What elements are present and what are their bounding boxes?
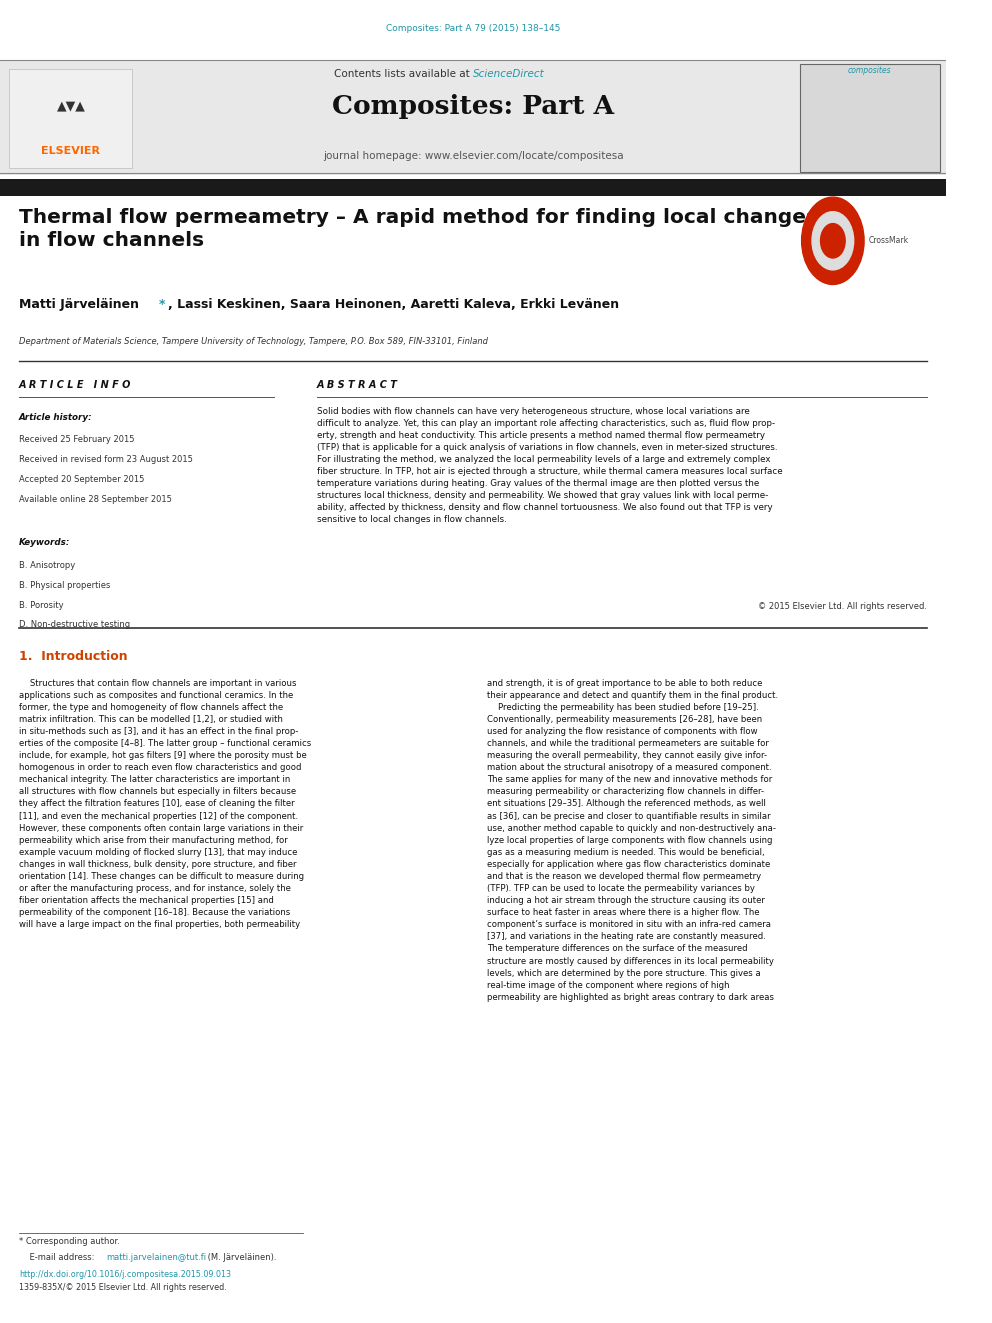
Text: * Corresponding author.: * Corresponding author. bbox=[19, 1237, 120, 1246]
Text: Structures that contain flow channels are important in various
applications such: Structures that contain flow channels ar… bbox=[19, 679, 311, 929]
Circle shape bbox=[802, 197, 864, 284]
Text: E-mail address:: E-mail address: bbox=[19, 1253, 97, 1262]
Text: Thermal flow permeametry – A rapid method for finding local changes
in flow chan: Thermal flow permeametry – A rapid metho… bbox=[19, 208, 818, 250]
Text: B. Anisotropy: B. Anisotropy bbox=[19, 561, 75, 570]
Text: B. Physical properties: B. Physical properties bbox=[19, 581, 110, 590]
Text: matti.jarvelainen@tut.fi: matti.jarvelainen@tut.fi bbox=[106, 1253, 206, 1262]
Text: Department of Materials Science, Tampere University of Technology, Tampere, P.O.: Department of Materials Science, Tampere… bbox=[19, 337, 488, 347]
Text: Accepted 20 September 2015: Accepted 20 September 2015 bbox=[19, 475, 144, 484]
Text: ELSEVIER: ELSEVIER bbox=[42, 146, 100, 156]
Text: © 2015 Elsevier Ltd. All rights reserved.: © 2015 Elsevier Ltd. All rights reserved… bbox=[759, 602, 928, 611]
Text: Matti Järveläinen: Matti Järveläinen bbox=[19, 298, 139, 311]
Text: , Lassi Keskinen, Saara Heinonen, Aaretti Kaleva, Erkki Levänen: , Lassi Keskinen, Saara Heinonen, Aarett… bbox=[169, 298, 620, 311]
FancyBboxPatch shape bbox=[0, 179, 946, 196]
Text: 1359-835X/© 2015 Elsevier Ltd. All rights reserved.: 1359-835X/© 2015 Elsevier Ltd. All right… bbox=[19, 1283, 227, 1293]
Text: http://dx.doi.org/10.1016/j.compositesa.2015.09.013: http://dx.doi.org/10.1016/j.compositesa.… bbox=[19, 1270, 231, 1279]
Text: *: * bbox=[159, 298, 166, 311]
FancyBboxPatch shape bbox=[800, 64, 939, 172]
Text: journal homepage: www.elsevier.com/locate/compositesa: journal homepage: www.elsevier.com/locat… bbox=[323, 151, 624, 161]
FancyBboxPatch shape bbox=[0, 60, 946, 175]
Text: CrossMark: CrossMark bbox=[869, 237, 909, 245]
Text: D. Non-destructive testing: D. Non-destructive testing bbox=[19, 620, 130, 630]
Text: Contents lists available at: Contents lists available at bbox=[334, 69, 473, 79]
Text: Composites: Part A: Composites: Part A bbox=[332, 94, 614, 119]
Text: B. Porosity: B. Porosity bbox=[19, 601, 63, 610]
Text: ▲▼▲: ▲▼▲ bbox=[57, 99, 85, 112]
Text: Keywords:: Keywords: bbox=[19, 538, 70, 548]
Text: Received in revised form 23 August 2015: Received in revised form 23 August 2015 bbox=[19, 455, 192, 464]
Text: 1.  Introduction: 1. Introduction bbox=[19, 650, 128, 663]
Text: ScienceDirect: ScienceDirect bbox=[473, 69, 545, 79]
Text: Received 25 February 2015: Received 25 February 2015 bbox=[19, 435, 135, 445]
FancyBboxPatch shape bbox=[10, 69, 133, 168]
Text: and strength, it is of great importance to be able to both reduce
their appearan: and strength, it is of great importance … bbox=[487, 679, 779, 1002]
Text: A B S T R A C T: A B S T R A C T bbox=[317, 380, 398, 390]
Text: Article history:: Article history: bbox=[19, 413, 92, 422]
Text: A R T I C L E   I N F O: A R T I C L E I N F O bbox=[19, 380, 131, 390]
Circle shape bbox=[812, 212, 854, 270]
Text: (M. Järveläinen).: (M. Järveläinen). bbox=[205, 1253, 277, 1262]
Text: composites: composites bbox=[848, 66, 892, 75]
Text: Composites: Part A 79 (2015) 138–145: Composites: Part A 79 (2015) 138–145 bbox=[386, 24, 560, 33]
Text: Available online 28 September 2015: Available online 28 September 2015 bbox=[19, 495, 172, 504]
Circle shape bbox=[820, 224, 845, 258]
Text: Solid bodies with flow channels can have very heterogeneous structure, whose loc: Solid bodies with flow channels can have… bbox=[317, 407, 783, 524]
